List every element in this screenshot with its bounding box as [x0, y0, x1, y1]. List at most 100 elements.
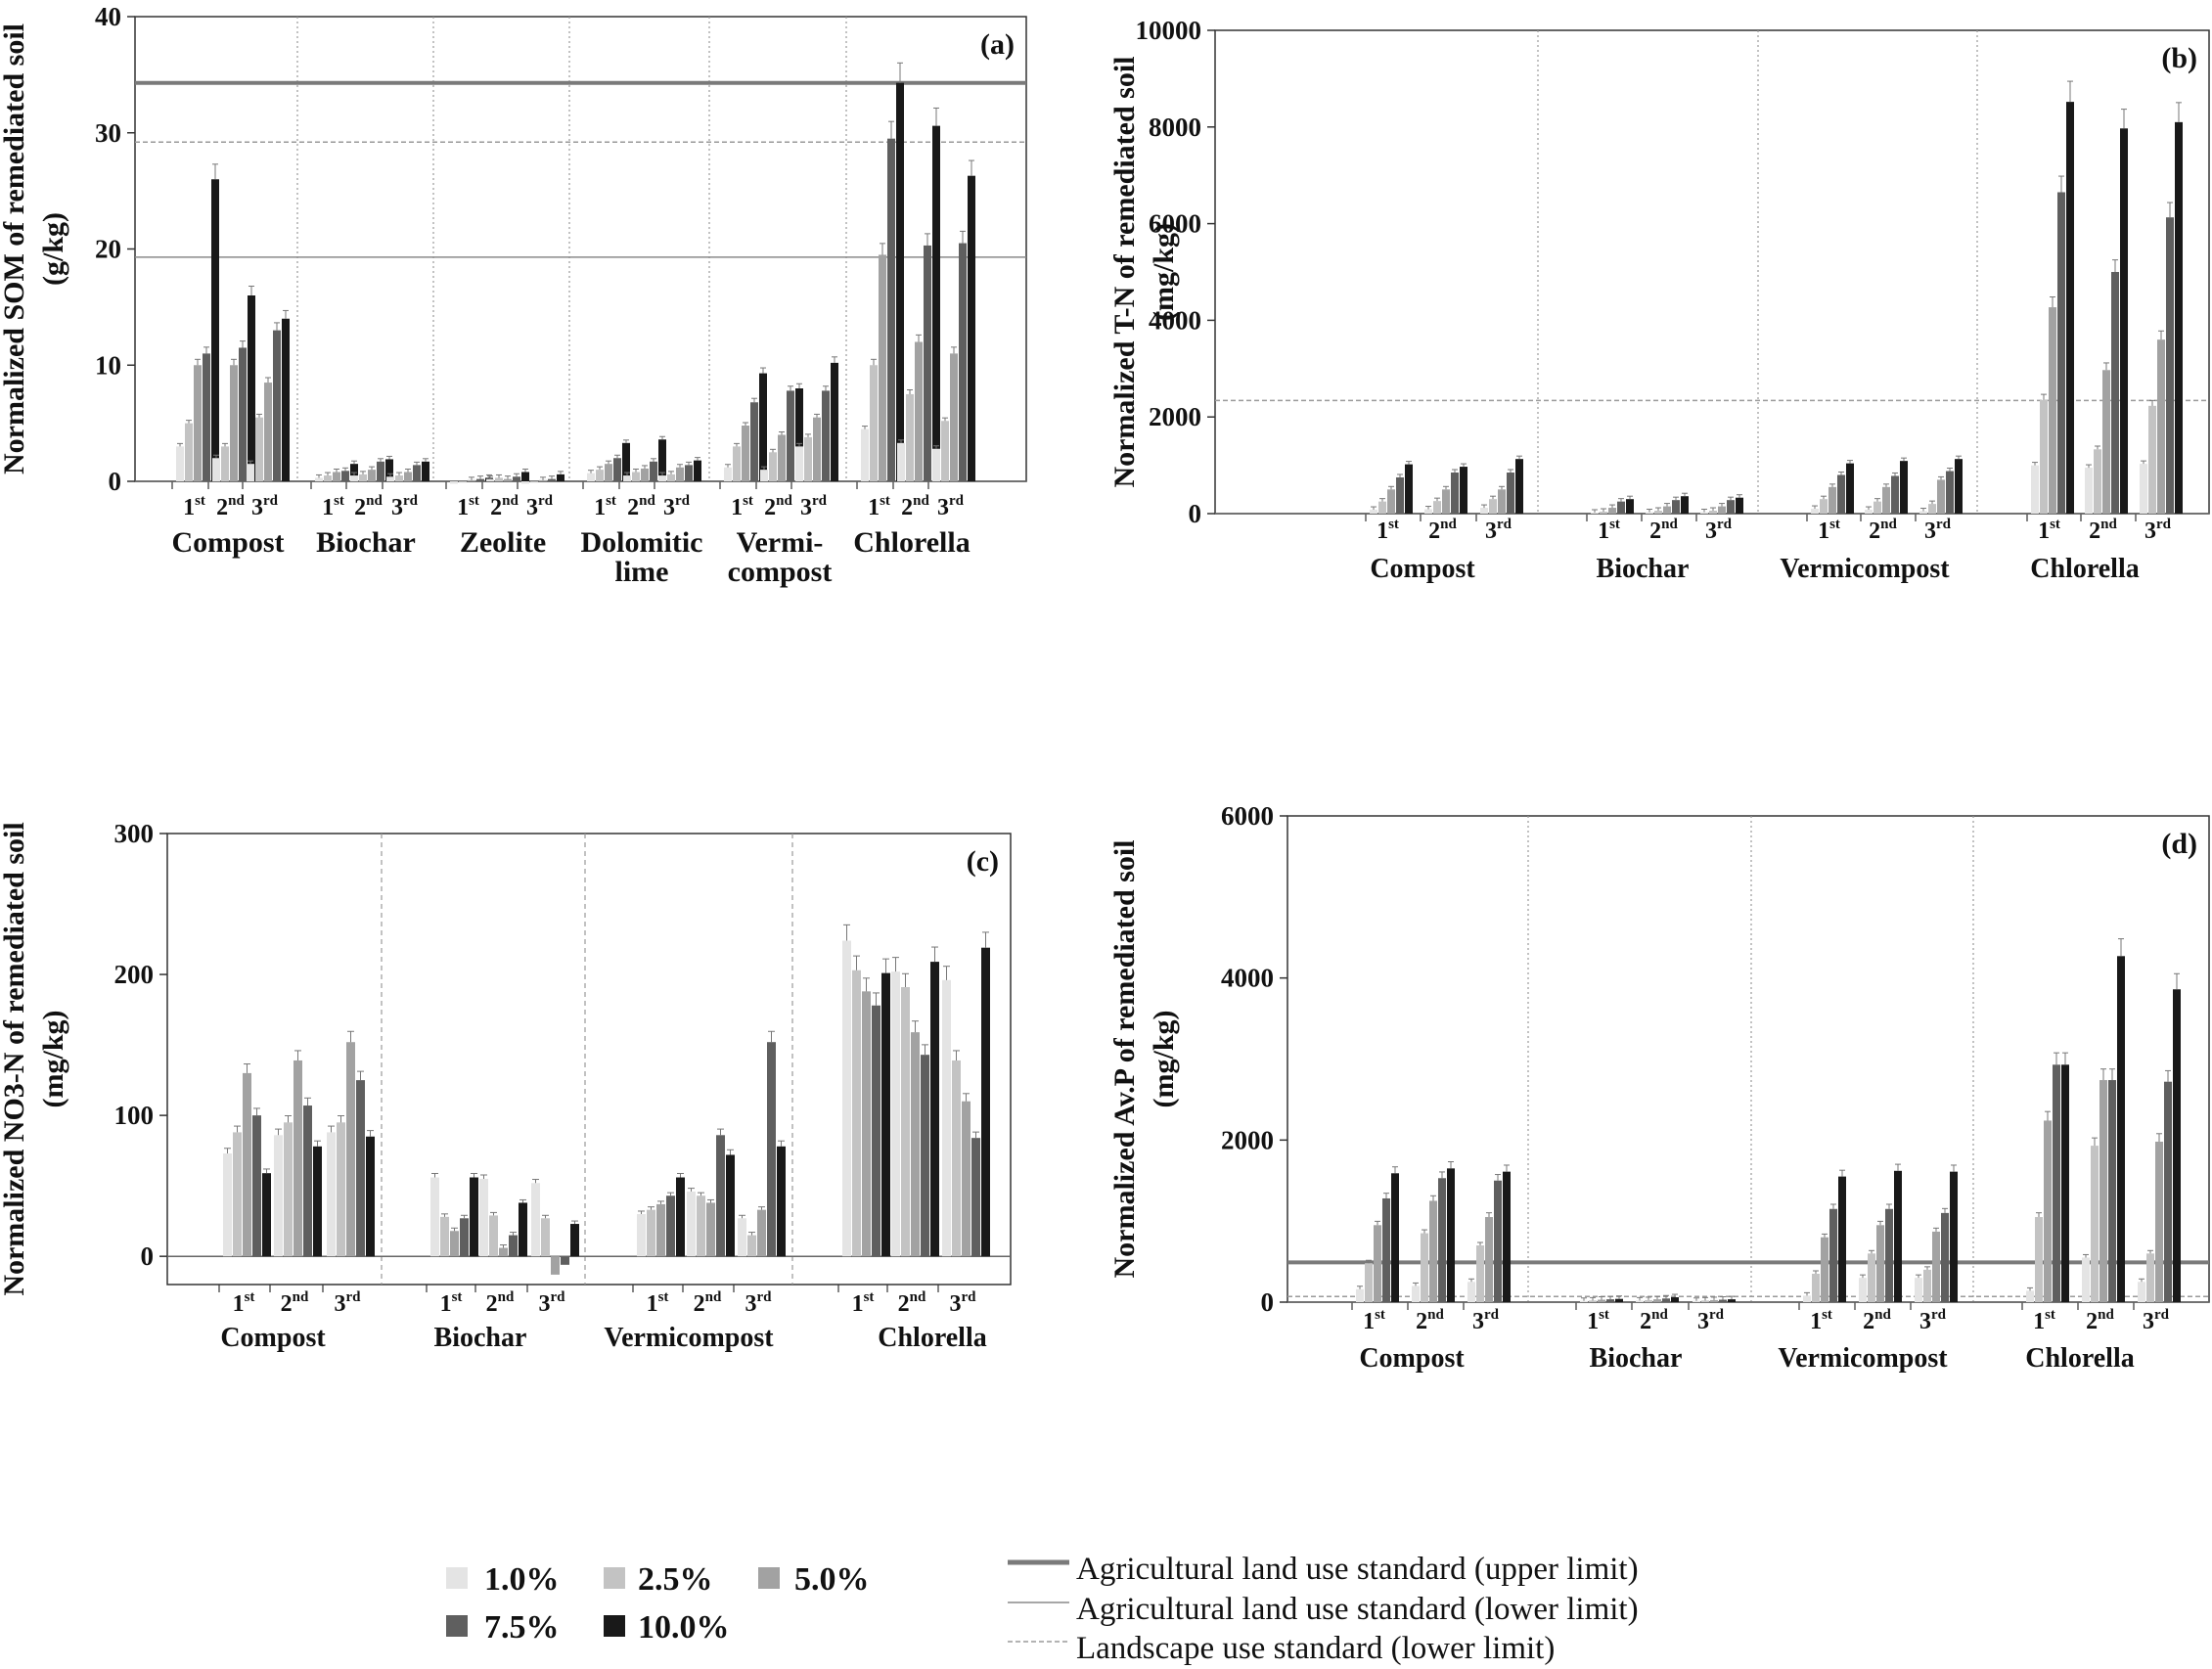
y-tick-label: 20 [95, 235, 121, 264]
bar [2166, 217, 2174, 515]
bar [1662, 1298, 1670, 1302]
bar [1821, 1237, 1828, 1302]
category-label: Chlorella [853, 526, 970, 559]
bar [530, 481, 538, 483]
bar [521, 472, 529, 481]
y-tick-label: 10000 [1136, 16, 1202, 45]
bar [2164, 1081, 2172, 1302]
bar [697, 1195, 705, 1257]
bar [1646, 512, 1653, 514]
bar [212, 458, 220, 481]
bar [2099, 1080, 2107, 1302]
bar [221, 446, 229, 481]
bar [822, 390, 830, 481]
round-label: 1st [852, 1289, 875, 1317]
round-label: 2nd [486, 1289, 515, 1317]
round-label: 1st [594, 493, 616, 520]
bar [337, 1122, 345, 1257]
round-label: 1st [233, 1289, 255, 1317]
bar [551, 1256, 560, 1275]
bar [694, 460, 701, 481]
bar [1882, 486, 1890, 514]
bar [284, 1122, 293, 1257]
bar [622, 442, 630, 481]
legend-label-3: 5.0% [794, 1561, 870, 1598]
round-label: 1st [1587, 1307, 1609, 1334]
bar [842, 940, 851, 1257]
y-tick-label: 6000 [1149, 209, 1201, 239]
bar [2057, 192, 2065, 515]
round-label: 1st [868, 493, 890, 520]
bar [1719, 1299, 1727, 1302]
category-label: Chlorella [2025, 1343, 2134, 1374]
bar [1891, 475, 1899, 514]
round-label: 1st [2033, 1307, 2055, 1334]
bar [1928, 504, 1936, 514]
bar [1589, 1300, 1597, 1302]
bar [968, 175, 975, 481]
bar [476, 478, 484, 481]
round-label: 2nd [764, 493, 792, 520]
bar [1865, 510, 1873, 514]
bar [324, 475, 332, 481]
bar [1728, 1299, 1736, 1302]
bar [1829, 1208, 1837, 1302]
bar [1885, 1208, 1893, 1302]
round-label: 1st [183, 493, 205, 520]
bar [557, 474, 564, 481]
bar [738, 1218, 746, 1257]
bar [2157, 339, 2165, 514]
category-label: Biochar [1597, 554, 1690, 584]
bar [386, 476, 394, 481]
y-tick-label: 0 [1261, 1287, 1275, 1317]
bar [1438, 1178, 1446, 1302]
bar [667, 474, 675, 481]
round-label: 1st [1598, 517, 1620, 544]
round-label: 1st [1377, 517, 1399, 544]
y-tick-label: 2000 [1149, 402, 1201, 431]
bar [243, 1072, 251, 1257]
bar [1653, 1299, 1661, 1302]
bar [1391, 1173, 1399, 1302]
bar [327, 1132, 336, 1257]
legend-swatch-1 [446, 1567, 468, 1589]
bar [658, 475, 666, 481]
bar [1374, 1225, 1381, 1302]
bar [255, 417, 263, 481]
bar [1727, 500, 1735, 514]
bar [750, 402, 758, 481]
bar [1433, 501, 1441, 514]
bar [1838, 1176, 1846, 1302]
bar [1412, 1286, 1420, 1302]
bar [870, 365, 878, 481]
bar [852, 970, 861, 1257]
bar [861, 429, 869, 481]
round-label: 2nd [1428, 517, 1457, 544]
bar [385, 459, 393, 481]
bar [813, 417, 821, 481]
round-label: 3rd [800, 493, 828, 520]
bar [831, 362, 838, 481]
bar [687, 1191, 696, 1257]
bar [1876, 1225, 1884, 1302]
bar [561, 1256, 569, 1265]
bar [777, 1146, 786, 1257]
bar [769, 452, 777, 481]
category-label: Compost [220, 1323, 326, 1353]
round-label: 3rd [335, 1289, 362, 1317]
bar [1955, 459, 1963, 514]
y-axis-label: Normalized NO3-N of remediated soil [0, 822, 30, 1295]
panel-label: (d) [2161, 828, 2197, 860]
bar [274, 1135, 283, 1257]
y-axis-unit: (mg/kg) [37, 1011, 69, 1108]
bar [531, 1183, 540, 1257]
bar [1429, 1200, 1437, 1302]
bar [952, 1060, 961, 1257]
bar [239, 347, 247, 481]
bar [647, 1209, 655, 1257]
category-label: Compost [1370, 554, 1475, 584]
bar [676, 467, 684, 481]
bar [450, 1231, 459, 1257]
bar [932, 448, 940, 481]
bar [716, 1135, 725, 1257]
